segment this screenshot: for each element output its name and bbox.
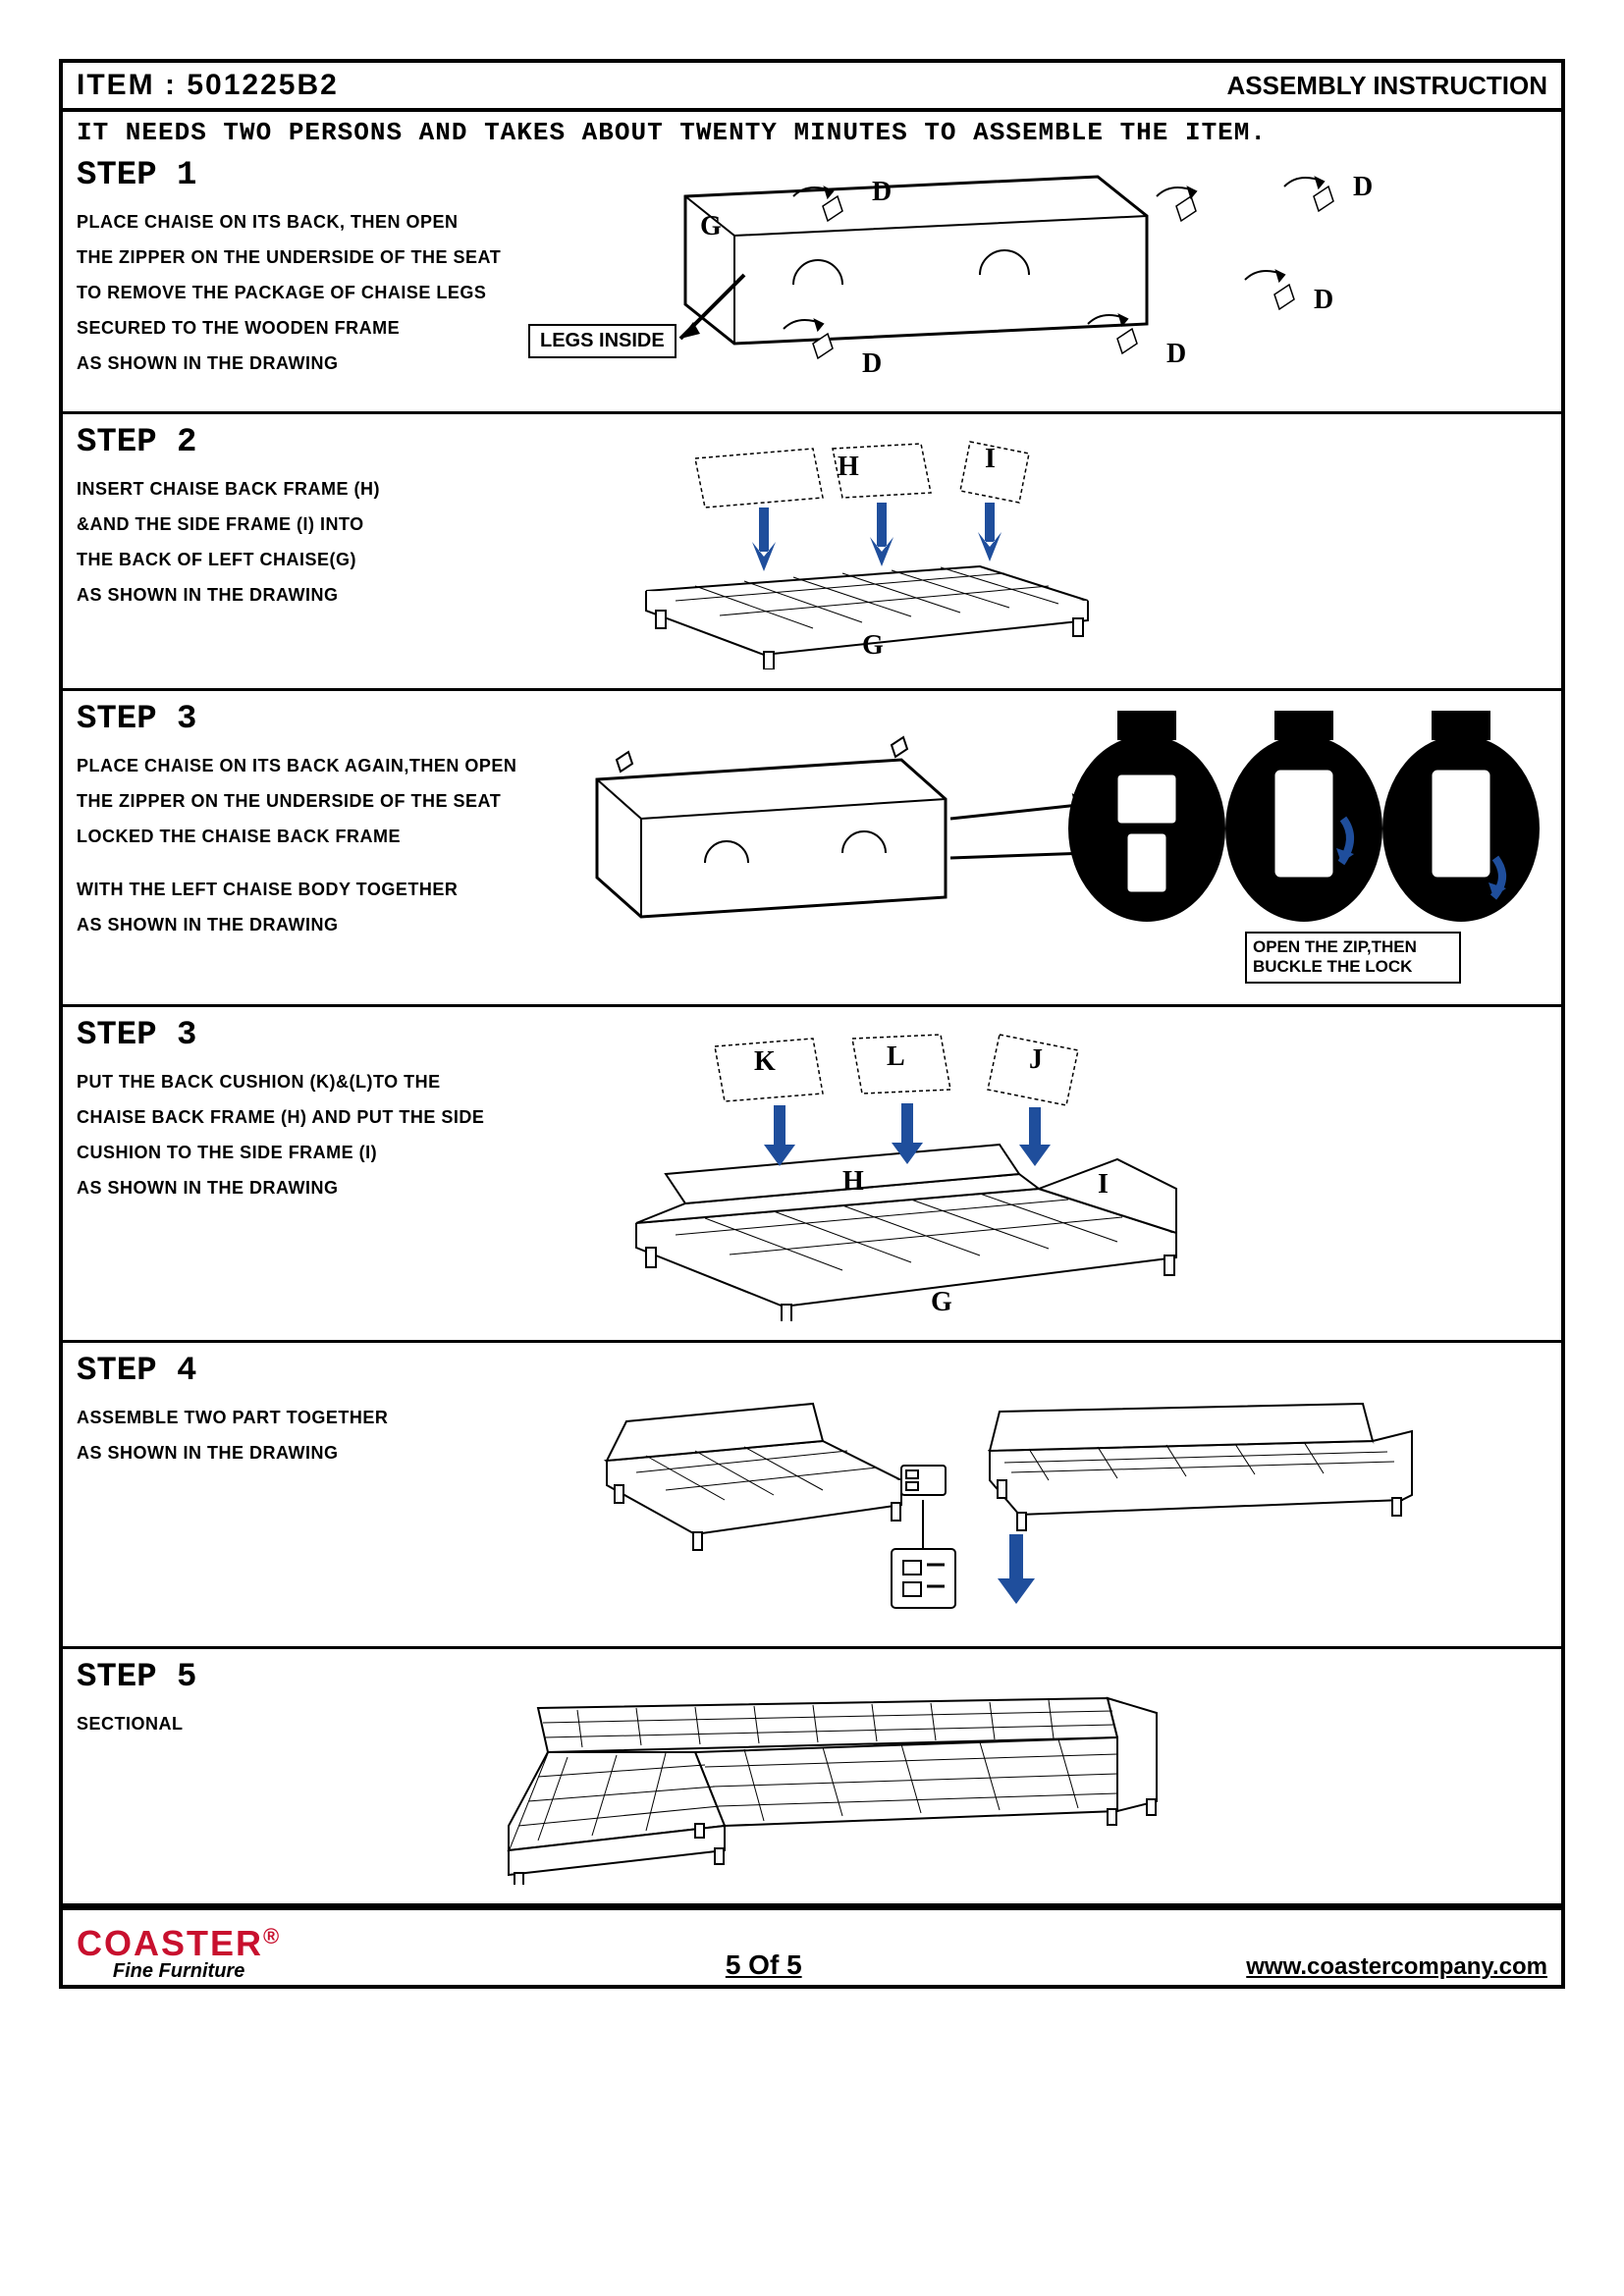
step-line: &AND THE SIDE FRAME (I) INTO	[77, 507, 548, 542]
company-url: www.coastercompany.com	[1246, 1953, 1547, 1981]
logo-reg: ®	[263, 1924, 281, 1949]
doc-type: ASSEMBLY INSTRUCTION	[1227, 71, 1548, 101]
step-line: PLACE CHAISE ON ITS BACK, THEN OPEN	[77, 204, 548, 240]
step-2-diagram: H I G	[568, 424, 1547, 674]
step-5-instructions: SECTIONAL	[77, 1706, 430, 1741]
step-3b-svg	[568, 1017, 1353, 1321]
step-2: STEP 2 INSERT CHAISE BACK FRAME (H) &AND…	[63, 414, 1561, 691]
step-4-diagram	[568, 1353, 1547, 1632]
label-d: D	[1166, 339, 1186, 370]
label-d: D	[862, 348, 882, 380]
step-3b: STEP 3 PUT THE BACK CUSHION (K)&(L)TO TH…	[63, 1007, 1561, 1343]
step-line: SECTIONAL	[77, 1706, 430, 1741]
step-line	[77, 854, 548, 872]
step-3b-instructions: PUT THE BACK CUSHION (K)&(L)TO THE CHAIS…	[77, 1064, 548, 1205]
step-line: CUSHION TO THE SIDE FRAME (I)	[77, 1135, 548, 1170]
step-5-text: STEP 5 SECTIONAL	[77, 1659, 430, 1890]
step-2-title: STEP 2	[77, 424, 548, 461]
intro-text: IT NEEDS TWO PERSONS AND TAKES ABOUT TWE…	[63, 112, 1561, 147]
step-3b-diagram: K L J H I G	[568, 1017, 1547, 1326]
label-d: D	[1353, 172, 1373, 203]
step-line: SECURED TO THE WOODEN FRAME	[77, 310, 548, 346]
label-j: J	[1029, 1044, 1043, 1076]
label-h: H	[838, 452, 859, 483]
step-4-title: STEP 4	[77, 1353, 548, 1390]
label-d: D	[1314, 285, 1333, 316]
step-2-svg	[568, 424, 1255, 669]
logo-text: COASTER	[77, 1923, 263, 1963]
page-header: ITEM : 501225B2 ASSEMBLY INSTRUCTION	[63, 63, 1561, 112]
step-3a-title: STEP 3	[77, 701, 548, 738]
item-label: ITEM : 501225B2	[77, 69, 339, 102]
step-3b-text: STEP 3 PUT THE BACK CUSHION (K)&(L)TO TH…	[77, 1017, 548, 1326]
label-g: G	[862, 630, 884, 662]
step-3a-instructions: PLACE CHAISE ON ITS BACK AGAIN,THEN OPEN…	[77, 748, 548, 942]
step-3a: STEP 3 PLACE CHAISE ON ITS BACK AGAIN,TH…	[63, 691, 1561, 1007]
step-line: CHAISE BACK FRAME (H) AND PUT THE SIDE	[77, 1099, 548, 1135]
step-line: AS SHOWN IN THE DRAWING	[77, 577, 548, 613]
zip-lock-note: OPEN THE ZIP,THEN BUCKLE THE LOCK	[1245, 932, 1461, 984]
step-5-svg	[450, 1659, 1284, 1885]
step-2-text: STEP 2 INSERT CHAISE BACK FRAME (H) &AND…	[77, 424, 548, 674]
step-line: AS SHOWN IN THE DRAWING	[77, 907, 548, 942]
step-1-title: STEP 1	[77, 157, 548, 194]
page-number: 5 Of 5	[726, 1949, 802, 1981]
step-3a-diagram: OPEN THE ZIP,THEN BUCKLE THE LOCK	[568, 701, 1549, 990]
step-line: THE ZIPPER ON THE UNDERSIDE OF THE SEAT	[77, 783, 548, 819]
step-4-text: STEP 4 ASSEMBLE TWO PART TOGETHER AS SHO…	[77, 1353, 548, 1632]
step-line: LOCKED THE CHAISE BACK FRAME	[77, 819, 548, 854]
step-1-text: STEP 1 PLACE CHAISE ON ITS BACK, THEN OP…	[77, 157, 548, 398]
brand-logo: COASTER® Fine Furniture	[77, 1926, 281, 1981]
label-g: G	[931, 1287, 952, 1318]
step-5-diagram	[450, 1659, 1547, 1890]
step-line: PLACE CHAISE ON ITS BACK AGAIN,THEN OPEN	[77, 748, 548, 783]
step-line: INSERT CHAISE BACK FRAME (H)	[77, 471, 548, 507]
step-line: PUT THE BACK CUSHION (K)&(L)TO THE	[77, 1064, 548, 1099]
step-1: STEP 1 PLACE CHAISE ON ITS BACK, THEN OP…	[63, 147, 1561, 414]
label-i: I	[1098, 1169, 1109, 1201]
step-line: THE ZIPPER ON THE UNDERSIDE OF THE SEAT	[77, 240, 548, 275]
step-1-svg	[568, 157, 1451, 393]
step-3a-text: STEP 3 PLACE CHAISE ON ITS BACK AGAIN,TH…	[77, 701, 548, 990]
step-2-instructions: INSERT CHAISE BACK FRAME (H) &AND THE SI…	[77, 471, 548, 613]
step-line: AS SHOWN IN THE DRAWING	[77, 1435, 548, 1470]
label-l: L	[887, 1041, 905, 1073]
label-g: G	[700, 211, 722, 242]
step-3b-title: STEP 3	[77, 1017, 548, 1054]
instruction-page: ITEM : 501225B2 ASSEMBLY INSTRUCTION IT …	[59, 59, 1565, 1989]
step-1-diagram: LEGS INSIDE	[568, 157, 1547, 398]
zip-lock-text: OPEN THE ZIP,THEN BUCKLE THE LOCK	[1253, 937, 1417, 976]
step-4: STEP 4 ASSEMBLE TWO PART TOGETHER AS SHO…	[63, 1343, 1561, 1649]
logo-tagline: Fine Furniture	[77, 1961, 281, 1981]
legs-inside-label: LEGS INSIDE	[528, 324, 677, 358]
label-h: H	[842, 1166, 864, 1198]
item-number: 501225B2	[187, 69, 338, 101]
page-footer: COASTER® Fine Furniture 5 Of 5 www.coast…	[63, 1906, 1561, 1985]
step-line: AS SHOWN IN THE DRAWING	[77, 346, 548, 381]
item-prefix: ITEM :	[77, 69, 177, 101]
step-4-svg	[568, 1353, 1451, 1628]
step-line: TO REMOVE THE PACKAGE OF CHAISE LEGS	[77, 275, 548, 310]
step-5-title: STEP 5	[77, 1659, 430, 1696]
label-i: I	[985, 444, 996, 475]
label-k: K	[754, 1046, 776, 1078]
label-d: D	[872, 177, 892, 208]
step-line: ASSEMBLE TWO PART TOGETHER	[77, 1400, 548, 1435]
step-1-instructions: PLACE CHAISE ON ITS BACK, THEN OPEN THE …	[77, 204, 548, 381]
step-5: STEP 5 SECTIONAL	[63, 1649, 1561, 1906]
step-line: THE BACK OF LEFT CHAISE(G)	[77, 542, 548, 577]
step-line: WITH THE LEFT CHAISE BODY TOGETHER	[77, 872, 548, 907]
step-4-instructions: ASSEMBLE TWO PART TOGETHER AS SHOWN IN T…	[77, 1400, 548, 1470]
step-line: AS SHOWN IN THE DRAWING	[77, 1170, 548, 1205]
